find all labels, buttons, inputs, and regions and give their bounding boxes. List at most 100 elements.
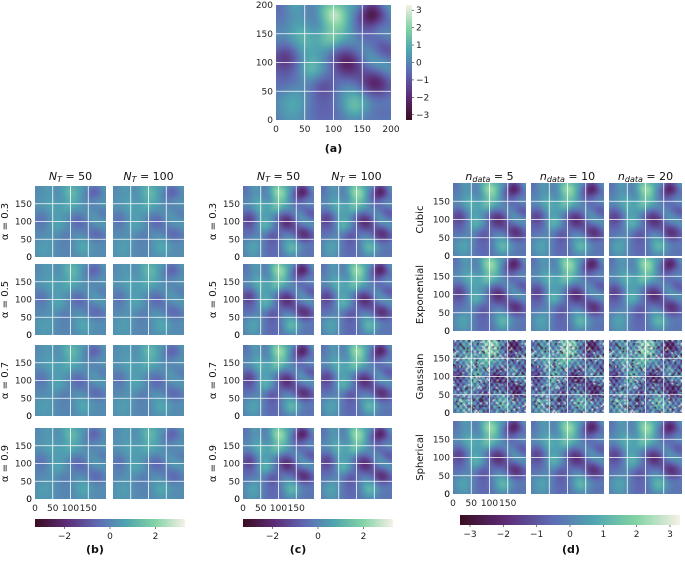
xtick-c: 50 — [255, 504, 267, 514]
colorbar-d — [460, 515, 680, 525]
ytick-c: 50 — [229, 477, 241, 487]
colorbar-c — [243, 519, 393, 527]
ytick-b: 100 — [15, 460, 32, 470]
ytick-d: 50 — [439, 309, 451, 319]
colorbar-tick-label-d: 3 — [667, 530, 673, 540]
ytick-b: 0 — [26, 495, 32, 505]
ytick-c: 150 — [223, 359, 240, 369]
ytick-c: 50 — [229, 394, 241, 404]
xtick-a: 200 — [382, 125, 399, 135]
ytick-a: 150 — [256, 30, 273, 40]
ytick-b: 50 — [21, 477, 33, 487]
colorbar-tick-label-a: 1 — [416, 41, 422, 51]
ytick-c: 100 — [223, 377, 240, 387]
row-label-c: α = 0.9 — [208, 445, 219, 482]
ytick-b: 100 — [15, 377, 32, 387]
ytick-d: 100 — [433, 373, 450, 383]
ytick-b: 100 — [15, 218, 32, 228]
row-label-c: α = 0.7 — [208, 362, 219, 399]
row-label-c: α = 0.5 — [208, 281, 219, 318]
ytick-d: 100 — [433, 291, 450, 301]
row-label-d: Spherical — [415, 434, 426, 480]
ytick-b: 150 — [15, 200, 32, 210]
ytick-a: 200 — [256, 1, 273, 11]
colorbar-tick-label-b: 2 — [153, 532, 159, 542]
ytick-c: 150 — [223, 442, 240, 452]
panel-label-d: (d) — [562, 543, 580, 556]
ytick-c: 0 — [234, 253, 240, 263]
ytick-c: 50 — [229, 235, 241, 245]
ytick-d: 100 — [433, 454, 450, 464]
ytick-c: 0 — [234, 253, 240, 263]
ytick-d: 150 — [433, 197, 450, 207]
xtick-d: 100 — [481, 499, 498, 509]
ytick-c: 0 — [234, 412, 240, 422]
panel-label-b: (b) — [86, 543, 104, 556]
ytick-b: 0 — [26, 412, 32, 422]
colorbar-tick-label-c: 2 — [361, 532, 367, 542]
ytick-c: 100 — [223, 460, 240, 470]
ytick-a: 100 — [256, 59, 273, 69]
colorbar-tick-label-d: −1 — [530, 530, 543, 540]
row-label-d: Exponential — [415, 265, 426, 324]
col-header-d: ndata = 10 — [540, 170, 595, 184]
xtick-a: 150 — [354, 125, 371, 135]
ytick-d: 0 — [444, 252, 450, 262]
ytick-c: 150 — [223, 200, 240, 210]
ytick-c: 100 — [223, 218, 240, 228]
xtick-c: 0 — [240, 504, 246, 514]
ytick-d: 0 — [444, 409, 450, 419]
ytick-b: 50 — [21, 313, 33, 323]
ytick-c: 150 — [223, 278, 240, 288]
xtick-a: 0 — [273, 125, 279, 135]
ytick-b: 0 — [26, 253, 32, 263]
ytick-b: 150 — [15, 442, 32, 452]
xtick-b: 0 — [32, 504, 38, 514]
ytick-d: 0 — [444, 490, 450, 500]
ytick-b: 0 — [26, 253, 32, 263]
colorbar-tick-label-d: 2 — [634, 530, 640, 540]
row-label-d: Cubic — [415, 206, 426, 234]
xtick-d: 50 — [466, 499, 478, 509]
colorbar-tick-label-a: 2 — [416, 24, 422, 34]
ytick-d: 0 — [444, 252, 450, 262]
col-header-c: NT = 100 — [331, 170, 381, 184]
colorbar-tick-label-b: 0 — [107, 532, 113, 542]
ytick-d: 100 — [433, 216, 450, 226]
ytick-b: 150 — [15, 359, 32, 369]
col-header-d: ndata = 20 — [618, 170, 673, 184]
colorbar-tick-label-a: 0 — [416, 59, 422, 69]
xtick-a: 50 — [299, 125, 311, 135]
ytick-a: 50 — [262, 87, 274, 97]
ytick-d: 0 — [444, 327, 450, 337]
ytick-c: 0 — [234, 495, 240, 505]
ytick-c: 0 — [234, 331, 240, 341]
ytick-d: 50 — [439, 391, 451, 401]
ytick-b: 0 — [26, 495, 32, 505]
row-label-b: α = 0.3 — [0, 203, 11, 240]
colorbar-tick-label-d: 1 — [600, 530, 606, 540]
panel-label-a: (a) — [325, 142, 342, 155]
ytick-d: 50 — [439, 234, 451, 244]
row-label-d: Gaussian — [415, 354, 426, 400]
ytick-d: 0 — [444, 490, 450, 500]
colorbar-tick-label-a: 3 — [416, 6, 422, 16]
ytick-b: 0 — [26, 331, 32, 341]
xtick-d: 0 — [450, 499, 456, 509]
col-header-b: NT = 100 — [123, 170, 173, 184]
colorbar-tick-label-a: −2 — [416, 93, 429, 103]
colorbar-tick-label-d: −3 — [463, 530, 476, 540]
xtick-b: 100 — [62, 504, 79, 514]
xtick-d: 150 — [499, 499, 516, 509]
colorbar-tick-label-b: −2 — [58, 532, 71, 542]
ytick-b: 150 — [15, 278, 32, 288]
colorbar-tick-label-c: 0 — [315, 532, 321, 542]
ytick-d: 0 — [444, 409, 450, 419]
colorbar-tick-label-a: −1 — [416, 76, 429, 86]
ytick-b: 50 — [21, 394, 33, 404]
ytick-c: 100 — [223, 296, 240, 306]
row-label-c: α = 0.3 — [208, 203, 219, 240]
ytick-c: 50 — [229, 313, 241, 323]
xtick-c: 100 — [270, 504, 287, 514]
